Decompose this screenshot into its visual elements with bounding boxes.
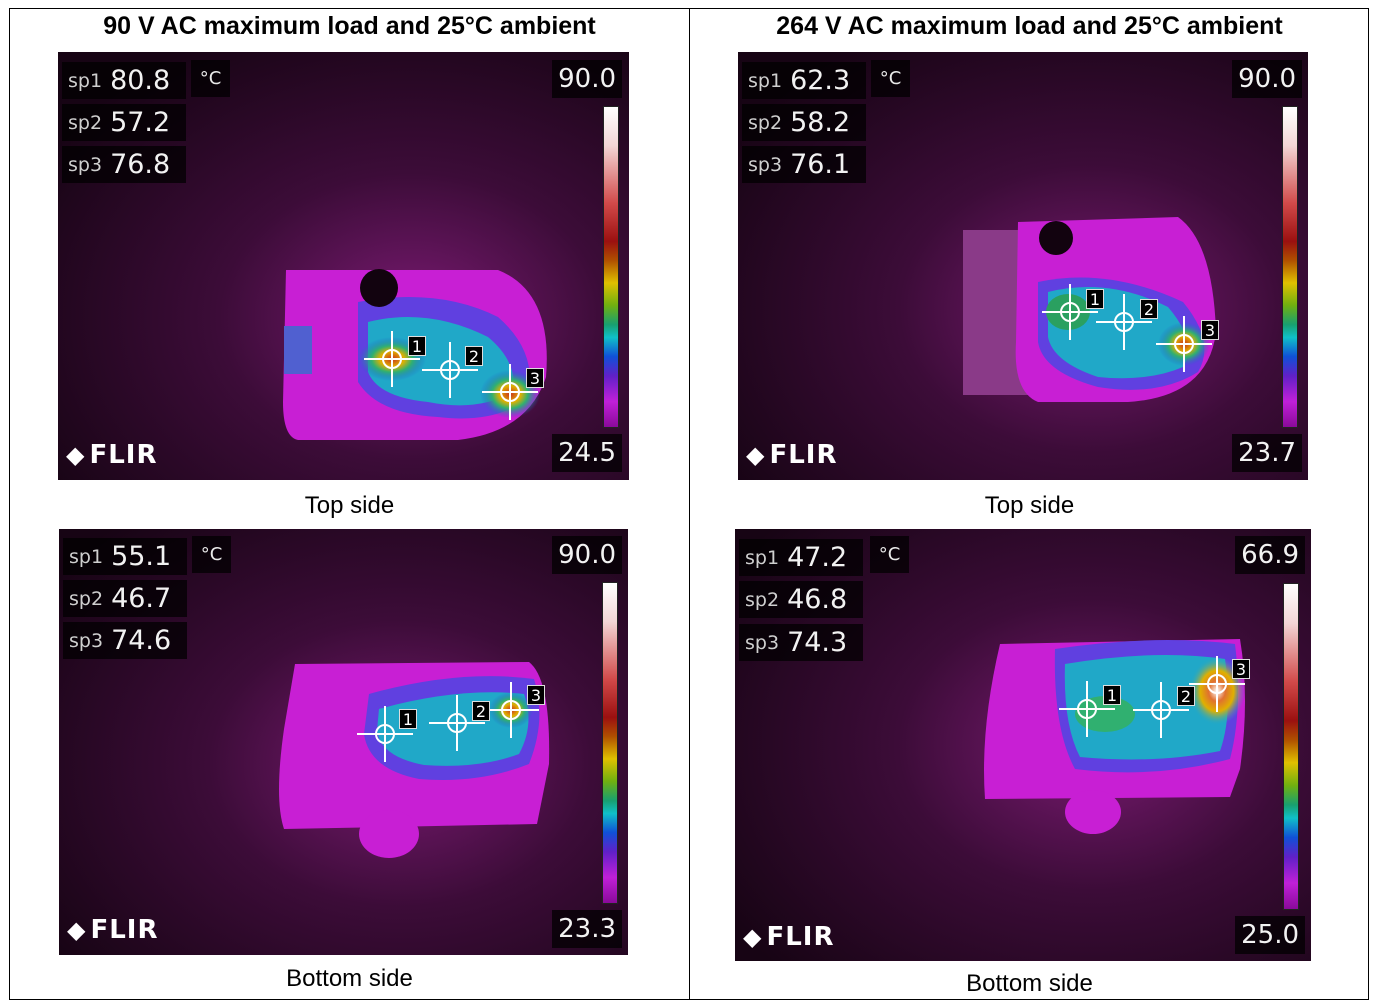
- scale-max-value: 66.9: [1235, 536, 1305, 574]
- spot-readout-sp2: sp2 46.7: [63, 580, 187, 617]
- spot-label: sp3: [69, 629, 104, 652]
- scale-min-value: 24.5: [552, 434, 622, 472]
- thermal-image-264v-top: 1 2 3 sp1 62.3 °C sp2 58.2 sp3 76.1 90.0 23…: [738, 52, 1308, 480]
- flir-logo-icon: ◆: [743, 923, 763, 951]
- caption-264v-bottom: Bottom side: [966, 970, 1093, 997]
- spot-label: sp2: [68, 111, 103, 134]
- flir-logo-icon: ◆: [67, 916, 87, 944]
- spot-value: 47.2: [787, 542, 848, 573]
- scale-max-value: 90.0: [552, 536, 622, 574]
- spot-label: sp2: [69, 587, 104, 610]
- spot-marker-1: 1: [1103, 685, 1121, 705]
- spot-readout-sp1: sp1 62.3: [742, 62, 866, 99]
- spot-readout-sp3: sp3 74.6: [63, 622, 187, 659]
- spot-readout-sp1: sp1 47.2: [739, 539, 863, 576]
- spot-value: 55.1: [111, 541, 172, 572]
- spot-label: sp3: [745, 631, 780, 654]
- spot-readout-sp3: sp3 76.8: [62, 146, 186, 183]
- flir-logo-icon: ◆: [746, 441, 766, 469]
- spot-value: 74.6: [111, 625, 172, 656]
- spot-marker-1: 1: [1086, 289, 1104, 309]
- spot-value: 76.8: [110, 149, 171, 180]
- spot-readout-sp2: sp2 46.8: [739, 581, 863, 618]
- spot-marker-3: 3: [527, 685, 545, 705]
- spot-label: sp1: [69, 545, 104, 568]
- spot-readout-sp3: sp3 76.1: [742, 146, 866, 183]
- scale-min-value: 25.0: [1235, 916, 1305, 954]
- flir-logo: ◆ FLIR: [66, 440, 158, 470]
- spot-marker-1: 1: [408, 336, 426, 356]
- spot-marker-3: 3: [1232, 659, 1250, 679]
- flir-logo-icon: ◆: [66, 441, 86, 469]
- spot-value: 74.3: [787, 627, 848, 658]
- flir-logo-text: FLIR: [90, 915, 159, 945]
- flir-logo-text: FLIR: [89, 440, 158, 470]
- spot-value: 57.2: [110, 107, 171, 138]
- spot-marker-1: 1: [399, 709, 417, 729]
- scale-min-value: 23.7: [1232, 434, 1302, 472]
- temperature-colorbar: [1283, 583, 1299, 910]
- caption-90v-bottom: Bottom side: [286, 965, 413, 992]
- spot-readout-sp1: sp1 80.8: [62, 62, 186, 99]
- spot-readout-sp2: sp2 57.2: [62, 104, 186, 141]
- unit-label: °C: [871, 60, 910, 97]
- spot-readout-sp3: sp3 74.3: [739, 624, 863, 661]
- spot-marker-2: 2: [465, 346, 483, 366]
- spot-label: sp1: [748, 69, 783, 92]
- spot-label: sp1: [745, 546, 780, 569]
- flir-logo: ◆ FLIR: [746, 440, 838, 470]
- caption-264v-top: Top side: [984, 492, 1075, 519]
- temperature-colorbar: [603, 106, 619, 428]
- spot-value: 76.1: [790, 149, 851, 180]
- spot-label: sp3: [68, 153, 103, 176]
- spot-readout-sp2: sp2 58.2: [742, 104, 866, 141]
- flir-logo: ◆ FLIR: [743, 922, 835, 952]
- spot-marker-2: 2: [1177, 686, 1195, 706]
- flir-logo-text: FLIR: [766, 922, 835, 952]
- temperature-colorbar: [602, 582, 618, 904]
- spot-value: 46.7: [111, 583, 172, 614]
- spot-value: 46.8: [787, 584, 848, 615]
- caption-90v-top: Top side: [304, 492, 395, 519]
- spot-label: sp3: [748, 153, 783, 176]
- spot-value: 80.8: [110, 65, 171, 96]
- thermal-image-90v-top: 1 2 3 sp1 80.8 °C sp2 57.2 sp3 76.8 90.0 24…: [58, 52, 629, 480]
- spot-readout-sp1: sp1 55.1: [63, 538, 187, 575]
- scale-max-value: 90.0: [552, 60, 622, 98]
- thermal-image-90v-bottom: 1 2 3 sp1 55.1 °C sp2 46.7 sp3 74.6 90.0 23…: [59, 529, 628, 955]
- unit-label: °C: [870, 536, 909, 573]
- spot-label: sp1: [68, 69, 103, 92]
- spot-marker-2: 2: [1140, 299, 1158, 319]
- unit-label: °C: [191, 60, 230, 97]
- spot-label: sp2: [745, 588, 780, 611]
- thermal-image-264v-bottom: 1 2 3 sp1 47.2 °C sp2 46.8 sp3 74.3 66.9 25…: [735, 529, 1311, 961]
- temperature-colorbar: [1282, 106, 1298, 428]
- spot-marker-3: 3: [526, 368, 544, 388]
- scale-min-value: 23.3: [552, 910, 622, 948]
- flir-logo: ◆ FLIR: [67, 915, 159, 945]
- spot-value: 62.3: [790, 65, 851, 96]
- spot-label: sp2: [748, 111, 783, 134]
- scale-max-value: 90.0: [1232, 60, 1302, 98]
- column-title-264v: 264 V AC maximum load and 25°C ambient: [776, 12, 1283, 40]
- unit-label: °C: [192, 536, 231, 573]
- flir-logo-text: FLIR: [769, 440, 838, 470]
- spot-value: 58.2: [790, 107, 851, 138]
- column-divider: [689, 8, 690, 1000]
- column-title-90v: 90 V AC maximum load and 25°C ambient: [103, 12, 596, 40]
- spot-marker-2: 2: [472, 701, 490, 721]
- spot-marker-3: 3: [1201, 320, 1219, 340]
